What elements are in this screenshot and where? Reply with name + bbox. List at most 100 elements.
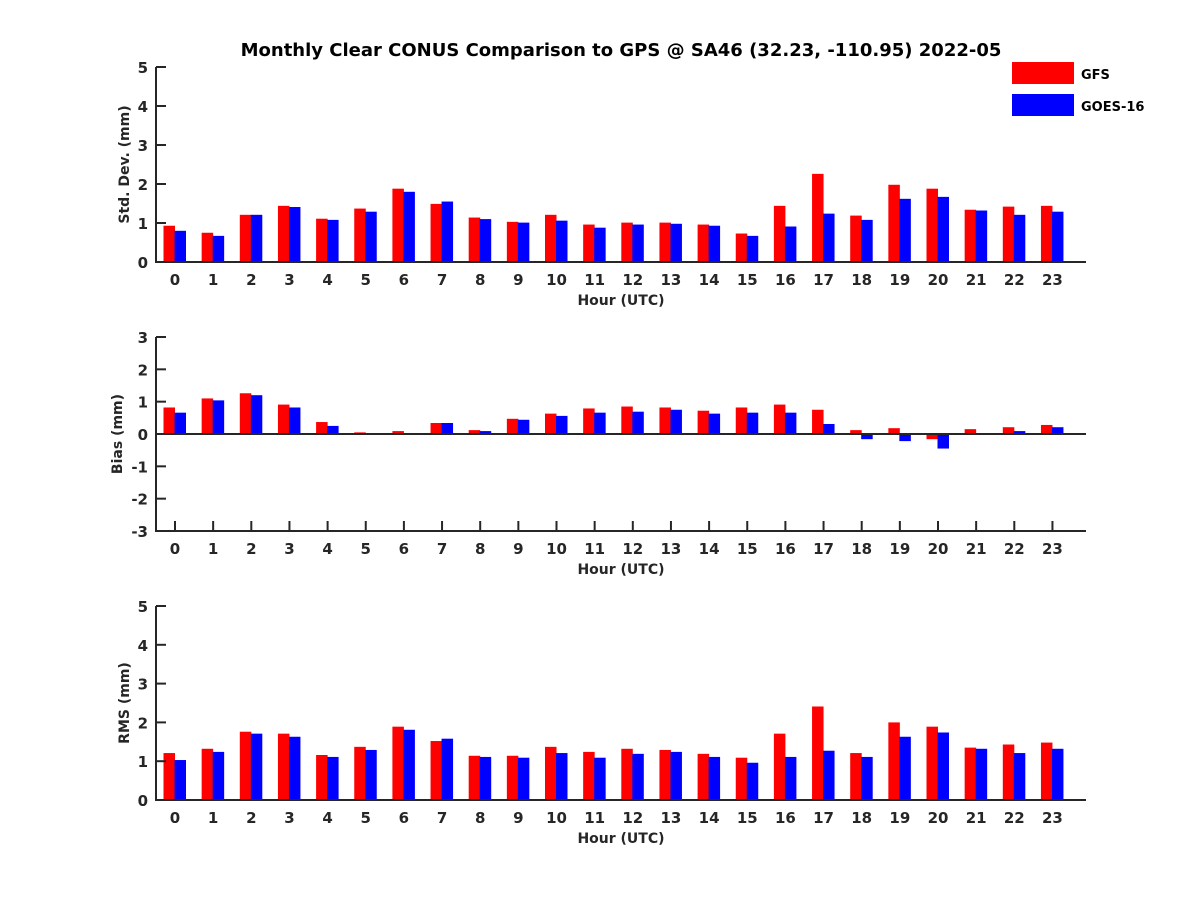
bar-std-dev-goes16-h21 — [975, 210, 988, 262]
bar-std-dev-gfs-h16 — [773, 205, 786, 262]
x-tick-label: 22 — [1004, 809, 1025, 827]
x-tick-label: 22 — [1004, 540, 1025, 558]
y-axis-title: Std. Dev. (mm) — [117, 105, 133, 223]
bar-rms-gfs-h9 — [506, 755, 519, 800]
bar-std-dev-gfs-h19 — [888, 184, 900, 262]
x-axis-title: Hour (UTC) — [577, 562, 664, 578]
bar-rms-gfs-h8 — [468, 755, 481, 800]
y-tick-label: 1 — [138, 215, 148, 233]
bar-rms-goes16-h12 — [632, 753, 644, 800]
bar-std-dev-goes16-h12 — [632, 224, 644, 262]
x-tick-label: 2 — [246, 540, 256, 558]
bar-bias-gfs-h20 — [926, 434, 938, 440]
bar-bias-goes16-h4 — [327, 425, 339, 434]
x-axis-title: Hour (UTC) — [577, 293, 664, 309]
x-tick-label: 16 — [775, 271, 796, 289]
x-tick-label: 10 — [546, 809, 567, 827]
bar-bias-goes16-h7 — [441, 423, 454, 434]
bar-bias-gfs-h6 — [392, 431, 404, 434]
legend-label-gfs: GFS — [1081, 68, 1110, 83]
y-tick-label: -3 — [131, 523, 148, 541]
bar-std-dev-gfs-h21 — [964, 209, 977, 262]
bar-rms-goes16-h0 — [174, 760, 186, 800]
bar-std-dev-gfs-h7 — [430, 203, 443, 262]
bar-std-dev-goes16-h8 — [479, 219, 492, 262]
legend: GFS GOES-16 — [1012, 62, 1144, 116]
bar-std-dev-gfs-h6 — [392, 188, 404, 262]
x-tick-label: 14 — [699, 540, 720, 558]
bar-rms-gfs-h13 — [659, 749, 671, 800]
bar-rms-goes16-h7 — [441, 738, 454, 800]
bar-rms-gfs-h5 — [354, 746, 366, 800]
bar-rms-gfs-h6 — [392, 726, 404, 800]
bar-std-dev-goes16-h15 — [746, 235, 759, 262]
bar-rms-goes16-h8 — [479, 756, 492, 800]
bar-bias-gfs-h12 — [621, 406, 633, 434]
bar-std-dev-goes16-h7 — [441, 201, 454, 262]
bar-rms-goes16-h5 — [365, 749, 377, 800]
bar-std-dev-gfs-h3 — [277, 205, 290, 262]
bar-bias-gfs-h8 — [468, 430, 481, 434]
x-tick-label: 3 — [284, 271, 294, 289]
bar-rms-goes16-h21 — [975, 748, 988, 800]
bar-std-dev-gfs-h12 — [621, 222, 633, 262]
x-tick-label: 4 — [322, 809, 332, 827]
x-tick-label: 8 — [475, 540, 485, 558]
x-tick-label: 11 — [584, 540, 605, 558]
bar-std-dev-gfs-h22 — [1002, 206, 1015, 262]
bar-std-dev-gfs-h11 — [583, 224, 595, 262]
legend-swatch-goes16 — [1012, 94, 1074, 116]
bar-std-dev-goes16-h4 — [327, 219, 339, 262]
x-tick-label: 3 — [284, 540, 294, 558]
x-tick-label: 0 — [170, 540, 180, 558]
x-tick-label: 5 — [361, 809, 371, 827]
bar-rms-gfs-h10 — [545, 746, 557, 800]
x-tick-label: 13 — [661, 271, 682, 289]
bar-rms-gfs-h18 — [850, 753, 862, 800]
bar-rms-goes16-h2 — [250, 733, 263, 800]
y-tick-label: 2 — [138, 176, 148, 194]
y-tick-label: 2 — [138, 361, 148, 379]
x-tick-label: 0 — [170, 271, 180, 289]
bar-std-dev-gfs-h14 — [697, 224, 710, 262]
bar-rms-gfs-h23 — [1040, 742, 1053, 800]
bar-std-dev-gfs-h15 — [735, 233, 748, 262]
x-tick-label: 18 — [851, 540, 872, 558]
bar-std-dev-gfs-h20 — [926, 188, 938, 262]
bar-rms-gfs-h1 — [201, 748, 214, 800]
bar-std-dev-goes16-h3 — [288, 207, 301, 262]
bar-std-dev-goes16-h11 — [594, 227, 606, 262]
bar-rms-gfs-h19 — [888, 722, 900, 800]
bar-std-dev-goes16-h18 — [861, 219, 873, 262]
bar-bias-goes16-h14 — [708, 413, 721, 434]
y-tick-label: 3 — [138, 676, 148, 694]
x-tick-label: 6 — [399, 271, 409, 289]
bar-bias-gfs-h0 — [163, 407, 175, 434]
x-tick-label: 8 — [475, 271, 485, 289]
x-tick-label: 7 — [437, 540, 447, 558]
bar-std-dev-gfs-h9 — [506, 221, 519, 262]
bar-bias-goes16-h11 — [594, 412, 606, 434]
x-tick-label: 15 — [737, 809, 758, 827]
x-tick-label: 9 — [513, 271, 523, 289]
bar-bias-goes16-h10 — [556, 415, 568, 434]
bar-bias-gfs-h18 — [850, 430, 862, 434]
x-tick-label: 23 — [1042, 271, 1063, 289]
bar-bias-gfs-h4 — [316, 422, 328, 434]
bar-rms-gfs-h20 — [926, 726, 938, 800]
bar-rms-gfs-h12 — [621, 748, 633, 800]
y-axis-title: Bias (mm) — [110, 394, 126, 474]
bar-bias-gfs-h14 — [697, 410, 710, 434]
x-tick-label: 13 — [661, 809, 682, 827]
bar-std-dev-gfs-h18 — [850, 215, 862, 262]
bar-bias-goes16-h17 — [823, 423, 835, 434]
bar-bias-gfs-h19 — [888, 428, 900, 434]
bar-bias-gfs-h23 — [1040, 424, 1053, 434]
x-tick-label: 15 — [737, 540, 758, 558]
y-tick-label: 0 — [138, 792, 148, 810]
x-tick-label: 17 — [813, 271, 834, 289]
x-tick-label: 18 — [851, 271, 872, 289]
bar-bias-goes16-h20 — [937, 434, 949, 449]
bar-rms-gfs-h22 — [1002, 744, 1015, 800]
